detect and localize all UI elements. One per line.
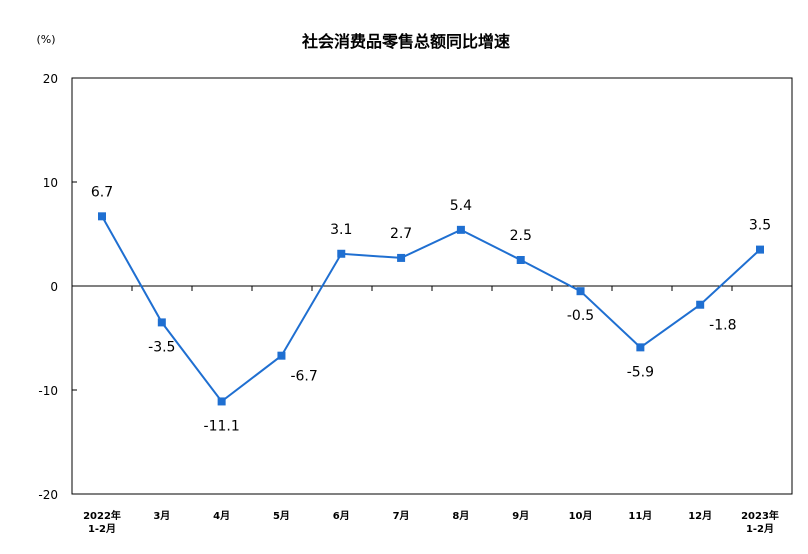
x-tick-label: 10月 xyxy=(569,510,593,522)
data-label: 3.1 xyxy=(330,222,352,238)
y-tick-label: 20 xyxy=(43,72,58,86)
chart-title: 社会消费品零售总额同比增速 xyxy=(301,32,510,51)
x-tick-label: 9月 xyxy=(512,510,529,522)
series-line xyxy=(101,215,761,403)
data-point xyxy=(337,249,346,258)
y-tick-label: 0 xyxy=(50,280,58,294)
data-point xyxy=(277,351,286,360)
data-point xyxy=(157,318,166,327)
data-label: -0.5 xyxy=(567,308,594,324)
x-tick-label: 3月 xyxy=(153,510,170,522)
data-point xyxy=(636,343,645,352)
y-tick-label: -20 xyxy=(38,488,58,502)
data-label: -11.1 xyxy=(204,418,240,434)
data-point xyxy=(756,245,764,254)
y-tick-label: -10 xyxy=(38,384,58,398)
x-tick-label: 7月 xyxy=(393,510,410,522)
x-tick-label: 8月 xyxy=(452,510,469,522)
x-tick-label: 5月 xyxy=(273,510,290,522)
data-point xyxy=(696,300,705,309)
data-label: 2.7 xyxy=(390,226,412,242)
y-unit-label: (%) xyxy=(36,33,55,46)
data-label: 2.5 xyxy=(510,228,532,244)
data-point xyxy=(98,212,106,221)
data-label: -6.7 xyxy=(290,369,317,385)
data-point xyxy=(576,287,585,296)
x-tick-label: 4月 xyxy=(213,510,230,522)
x-axis: 2022年 1-2月 3月 4月 5月 6月 7月 8月 9月 10月 11月 12月 2023年 1-2… xyxy=(83,286,779,535)
data-label: 5.4 xyxy=(450,198,472,214)
data-point xyxy=(217,397,226,406)
data-label: 6.7 xyxy=(91,184,113,200)
x-tick-label: 2022年 1-2月 xyxy=(83,509,121,535)
y-axis: 20 10 0 -10 -20 xyxy=(38,72,77,502)
data-label: 3.5 xyxy=(749,218,771,234)
data-point xyxy=(456,225,465,234)
series-markers xyxy=(98,212,764,406)
x-tick-label: 2023年 1-2月 xyxy=(741,509,779,535)
data-label: -3.5 xyxy=(148,339,175,355)
data-labels: 6.7 -3.5 -11.1 -6.7 3.1 2.7 5.4 2.5 -0.5 -5.9 -1.8… xyxy=(91,184,771,434)
x-tick-label: 11月 xyxy=(628,510,652,522)
data-point xyxy=(397,253,406,262)
x-tick-label: 12月 xyxy=(688,510,712,522)
data-label: -5.9 xyxy=(627,364,654,380)
data-label: -1.8 xyxy=(709,318,736,334)
y-tick-label: 10 xyxy=(43,176,58,190)
x-tick-label: 6月 xyxy=(333,510,350,522)
data-point xyxy=(516,256,525,264)
